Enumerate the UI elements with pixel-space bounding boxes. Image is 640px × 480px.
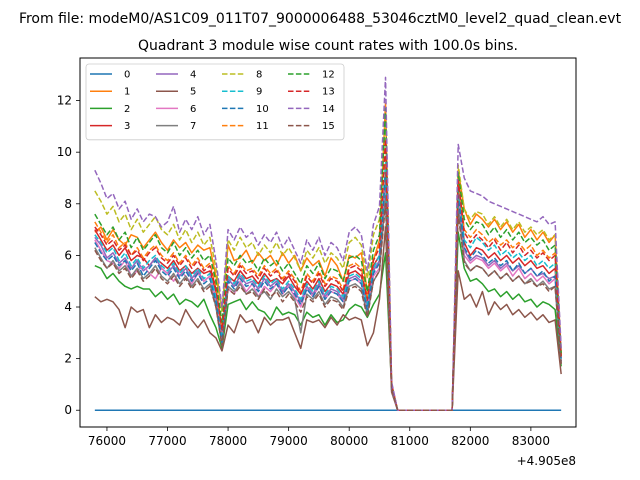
series-layer bbox=[94, 76, 562, 411]
series-line-4 bbox=[94, 182, 562, 411]
series-line-10 bbox=[94, 172, 562, 411]
y-axis: 0 2 4 6 8 10 12 bbox=[57, 94, 80, 417]
legend-label-12: 12 bbox=[322, 70, 335, 81]
legend-label-14: 14 bbox=[322, 104, 335, 115]
chart-title: Quadrant 3 module wise count rates with … bbox=[138, 38, 518, 54]
legend-label-13: 13 bbox=[322, 87, 335, 98]
series-line-14 bbox=[94, 76, 562, 411]
x-tick-label: 77000 bbox=[148, 434, 186, 448]
legend-label-9: 9 bbox=[256, 87, 262, 98]
x-tick-label: 80000 bbox=[330, 434, 368, 448]
series-line-1 bbox=[94, 102, 562, 411]
legend-label-5: 5 bbox=[190, 87, 196, 98]
series-line-6 bbox=[94, 187, 562, 411]
legend-label-7: 7 bbox=[190, 121, 196, 132]
x-tick-label: 78000 bbox=[209, 434, 247, 448]
y-tick-label: 4 bbox=[64, 300, 72, 314]
legend-label-4: 4 bbox=[190, 70, 196, 81]
legend-label-3: 3 bbox=[124, 121, 130, 132]
series-line-11 bbox=[94, 146, 562, 411]
x-tick-label: 79000 bbox=[270, 434, 308, 448]
y-tick-label: 12 bbox=[57, 94, 72, 108]
x-axis-offset-label: +4.905e8 bbox=[517, 454, 576, 468]
legend-label-0: 0 bbox=[124, 70, 130, 81]
legend-label-2: 2 bbox=[124, 104, 130, 115]
series-line-2 bbox=[94, 231, 562, 411]
series-line-3 bbox=[94, 177, 562, 411]
x-tick-label: 82000 bbox=[451, 434, 489, 448]
series-line-9 bbox=[94, 161, 562, 411]
y-tick-label: 10 bbox=[57, 145, 72, 159]
series-line-13 bbox=[94, 138, 562, 411]
y-tick-label: 6 bbox=[64, 248, 72, 262]
legend-label-10: 10 bbox=[256, 104, 269, 115]
x-axis: 76000 77000 78000 79000 80000 81000 82000 83000 bbox=[88, 427, 550, 448]
y-tick-label: 8 bbox=[64, 197, 72, 211]
figure-suptitle: From file: modeM0/AS1C09_011T07_90000064… bbox=[19, 11, 622, 27]
series-line-8 bbox=[94, 120, 562, 411]
y-tick-label: 0 bbox=[64, 403, 72, 417]
y-tick-label: 2 bbox=[64, 352, 72, 366]
legend-label-6: 6 bbox=[190, 104, 196, 115]
legend-label-15: 15 bbox=[322, 121, 335, 132]
x-tick-label: 83000 bbox=[512, 434, 550, 448]
series-line-12 bbox=[94, 107, 562, 411]
series-line-15 bbox=[94, 203, 562, 411]
legend-box bbox=[85, 63, 345, 141]
x-tick-label: 81000 bbox=[391, 434, 429, 448]
legend-label-1: 1 bbox=[124, 87, 130, 98]
axes-frame bbox=[79, 57, 577, 428]
legend-label-11: 11 bbox=[256, 121, 269, 132]
legend-label-8: 8 bbox=[256, 70, 262, 81]
x-tick-label: 76000 bbox=[88, 434, 126, 448]
series-line-7 bbox=[94, 195, 562, 411]
series-line-5 bbox=[94, 226, 562, 411]
